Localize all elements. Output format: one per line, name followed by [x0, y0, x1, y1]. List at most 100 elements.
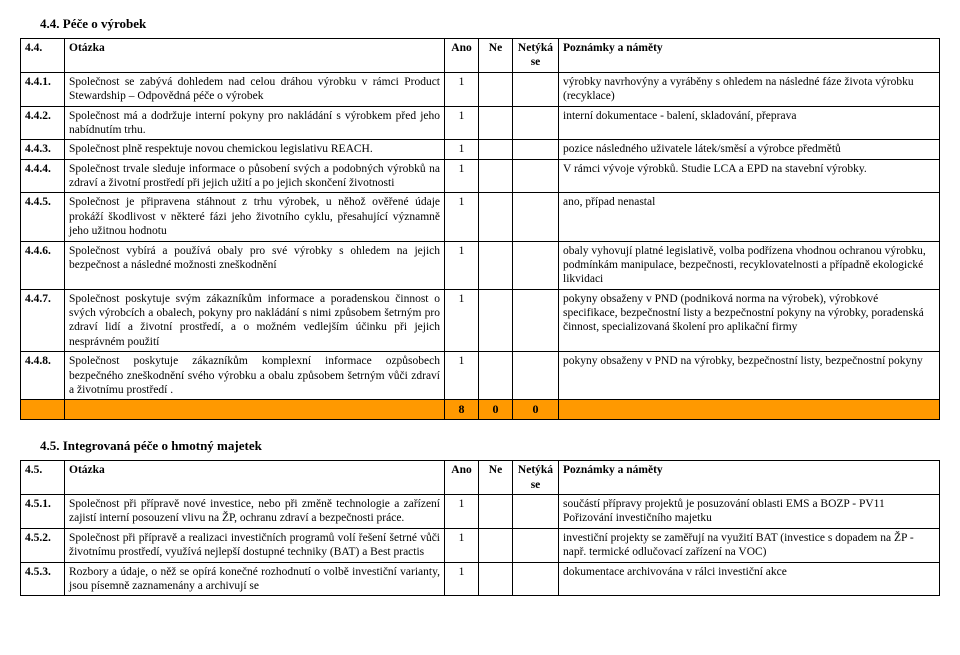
totals-net: 0: [513, 400, 559, 420]
row-ne: [479, 140, 513, 159]
row-note: pozice následného uživatele látek/směsí …: [559, 140, 940, 159]
row-question: Společnost poskytuje svým zákazníkům inf…: [65, 289, 445, 352]
row-question: Společnost je připravena stáhnout z trhu…: [65, 193, 445, 241]
row-ne: [479, 159, 513, 193]
row-note: součástí přípravy projektů je posuzování…: [559, 495, 940, 529]
row-num: 4.4.1.: [21, 72, 65, 106]
row-note: obaly vyhovují platné legislativě, volba…: [559, 241, 940, 289]
row-ano: 1: [445, 193, 479, 241]
section-44-title: 4.4. Péče o výrobek: [40, 16, 940, 32]
col-head-note: Poznámky a náměty: [559, 39, 940, 73]
row-num: 4.4.8.: [21, 352, 65, 400]
row-question: Společnost trvale sleduje informace o pů…: [65, 159, 445, 193]
row-ne: [479, 352, 513, 400]
row-note: investiční projekty se zaměřují na využi…: [559, 528, 940, 562]
row-num: 4.4.5.: [21, 193, 65, 241]
row-net: [513, 106, 559, 140]
row-net: [513, 241, 559, 289]
row-question: Společnost má a dodržuje interní pokyny …: [65, 106, 445, 140]
col-head-ano: Ano: [445, 39, 479, 73]
col-head-question: Otázka: [65, 461, 445, 495]
col-head-num: 4.4.: [21, 39, 65, 73]
row-ano: 1: [445, 289, 479, 352]
col-head-net: Netýká se: [513, 461, 559, 495]
table-row: 4.4.3.Společnost plně respektuje novou c…: [21, 140, 940, 159]
row-num: 4.4.7.: [21, 289, 65, 352]
col-head-ne: Ne: [479, 39, 513, 73]
table-44-totals: 8 0 0: [21, 400, 940, 420]
row-ano: 1: [445, 72, 479, 106]
row-num: 4.4.3.: [21, 140, 65, 159]
row-ano: 1: [445, 159, 479, 193]
row-ano: 1: [445, 495, 479, 529]
row-question: Společnost plně respektuje novou chemick…: [65, 140, 445, 159]
table-row: 4.5.3.Rozbory a údaje, o něž se opírá ko…: [21, 562, 940, 596]
col-head-num: 4.5.: [21, 461, 65, 495]
table-row: 4.4.8.Společnost poskytuje zákazníkům ko…: [21, 352, 940, 400]
row-question: Společnost při přípravě nové investice, …: [65, 495, 445, 529]
row-net: [513, 289, 559, 352]
totals-blank: [21, 400, 65, 420]
row-num: 4.4.4.: [21, 159, 65, 193]
row-ne: [479, 241, 513, 289]
table-row: 4.5.2.Společnost při přípravě a realizac…: [21, 528, 940, 562]
row-net: [513, 159, 559, 193]
row-note: pokyny obsaženy v PND na výrobky, bezpeč…: [559, 352, 940, 400]
row-question: Společnost se zabývá dohledem nad celou …: [65, 72, 445, 106]
table-row: 4.4.5.Společnost je připravena stáhnout …: [21, 193, 940, 241]
row-question: Společnost vybírá a používá obaly pro sv…: [65, 241, 445, 289]
row-note: ano, případ nenastal: [559, 193, 940, 241]
row-net: [513, 193, 559, 241]
row-num: 4.4.2.: [21, 106, 65, 140]
row-ne: [479, 528, 513, 562]
col-head-net: Netýká se: [513, 39, 559, 73]
row-ne: [479, 72, 513, 106]
row-num: 4.5.2.: [21, 528, 65, 562]
row-ne: [479, 106, 513, 140]
table-44-head-row: 4.4. Otázka Ano Ne Netýká se Poznámky a …: [21, 39, 940, 73]
table-row: 4.5.1.Společnost při přípravě nové inves…: [21, 495, 940, 529]
col-head-note: Poznámky a náměty: [559, 461, 940, 495]
row-note: V rámci vývoje výrobků. Studie LCA a EPD…: [559, 159, 940, 193]
row-net: [513, 140, 559, 159]
row-note: pokyny obsaženy v PND (podniková norma n…: [559, 289, 940, 352]
table-row: 4.4.7.Společnost poskytuje svým zákazník…: [21, 289, 940, 352]
row-ano: 1: [445, 528, 479, 562]
section-45-title: 4.5. Integrovaná péče o hmotný majetek: [40, 438, 940, 454]
table-row: 4.4.6.Společnost vybírá a používá obaly …: [21, 241, 940, 289]
row-note: dokumentace archivována v rálci investič…: [559, 562, 940, 596]
table-row: 4.4.2.Společnost má a dodržuje interní p…: [21, 106, 940, 140]
row-net: [513, 562, 559, 596]
row-ano: 1: [445, 562, 479, 596]
totals-blank: [559, 400, 940, 420]
row-ano: 1: [445, 140, 479, 159]
row-net: [513, 528, 559, 562]
row-ano: 1: [445, 352, 479, 400]
table-45-head-row: 4.5. Otázka Ano Ne Netýká se Poznámky a …: [21, 461, 940, 495]
col-head-ne: Ne: [479, 461, 513, 495]
row-ano: 1: [445, 241, 479, 289]
row-ne: [479, 495, 513, 529]
row-net: [513, 495, 559, 529]
row-net: [513, 72, 559, 106]
table-row: 4.4.1.Společnost se zabývá dohledem nad …: [21, 72, 940, 106]
row-question: Společnost při přípravě a realizaci inve…: [65, 528, 445, 562]
row-ano: 1: [445, 106, 479, 140]
col-head-ano: Ano: [445, 461, 479, 495]
row-question: Rozbory a údaje, o něž se opírá konečné …: [65, 562, 445, 596]
row-question: Společnost poskytuje zákazníkům komplexn…: [65, 352, 445, 400]
row-ne: [479, 562, 513, 596]
row-num: 4.5.1.: [21, 495, 65, 529]
totals-blank: [65, 400, 445, 420]
table-45: 4.5. Otázka Ano Ne Netýká se Poznámky a …: [20, 460, 940, 596]
row-note: výrobky navrhovýny a vyráběny s ohledem …: [559, 72, 940, 106]
row-note: interní dokumentace - balení, skladování…: [559, 106, 940, 140]
row-ne: [479, 289, 513, 352]
table-44: 4.4. Otázka Ano Ne Netýká se Poznámky a …: [20, 38, 940, 420]
row-net: [513, 352, 559, 400]
row-ne: [479, 193, 513, 241]
totals-ne: 0: [479, 400, 513, 420]
row-num: 4.5.3.: [21, 562, 65, 596]
row-num: 4.4.6.: [21, 241, 65, 289]
table-row: 4.4.4.Společnost trvale sleduje informac…: [21, 159, 940, 193]
